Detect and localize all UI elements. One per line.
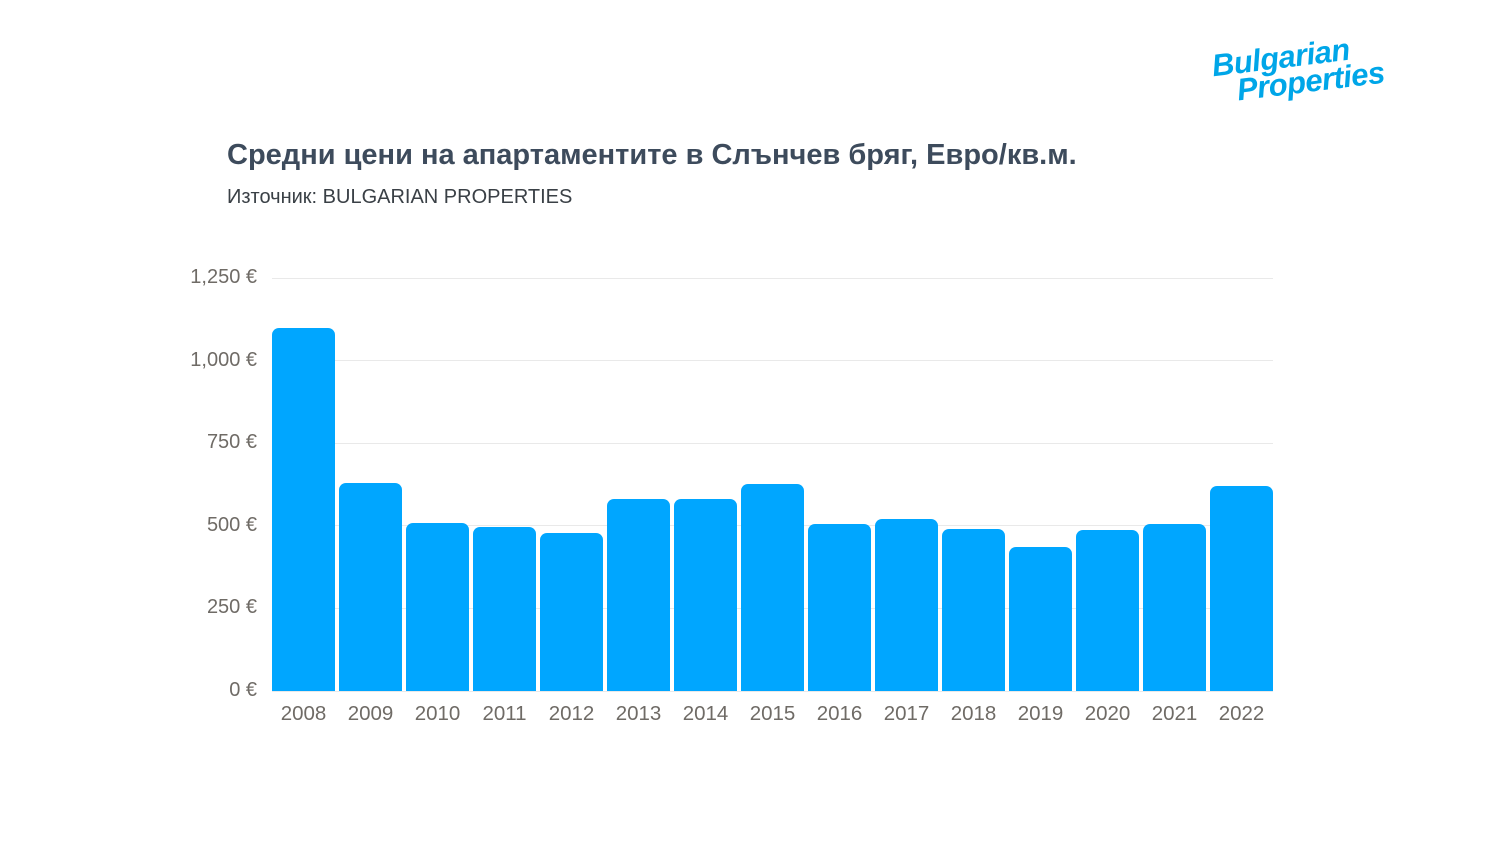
bar-2014: [674, 498, 737, 691]
x-tick-label-2011: 2011: [482, 702, 527, 725]
plot-area: [272, 277, 1273, 692]
x-tick-label-2008: 2008: [280, 702, 327, 725]
bar-2017: [875, 519, 938, 691]
bar-2008: [272, 327, 335, 691]
x-tick-label-2018: 2018: [950, 702, 997, 725]
bar-2011: [473, 527, 536, 691]
x-tick-label-2021: 2021: [1151, 702, 1198, 725]
bar-2020: [1076, 529, 1139, 691]
bar-2021: [1143, 523, 1206, 691]
gridline-750: [272, 442, 1273, 444]
y-tick-label-1000: 1,000 €: [190, 348, 257, 371]
bar-2010: [406, 523, 469, 691]
bar-2009: [339, 482, 402, 691]
bar-2019: [1009, 547, 1072, 691]
bar-2013: [607, 499, 670, 691]
x-tick-label-2019: 2019: [1017, 702, 1064, 725]
gridline-0: [272, 690, 1273, 692]
bar-2012: [540, 533, 603, 691]
gridline-1000: [272, 360, 1273, 362]
gridline-1250: [272, 277, 1273, 279]
y-tick-label-250: 250 €: [206, 596, 257, 619]
x-tick-label-2012: 2012: [548, 702, 595, 725]
y-tick-label-0: 0 €: [229, 679, 257, 701]
bar-2022: [1210, 486, 1273, 691]
x-tick-label-2016: 2016: [816, 702, 863, 725]
y-tick-label-750: 750 €: [206, 431, 257, 454]
x-axis: 2008 2009 2010 2011 2012 2013 2014 2015 2016 2017…: [272, 702, 1273, 726]
y-tick-label-500: 500 €: [206, 513, 257, 536]
bar-2016: [808, 524, 871, 691]
bar-2015: [741, 483, 804, 691]
x-tick-label-2013: 2013: [615, 702, 662, 725]
x-tick-label-2020: 2020: [1084, 702, 1131, 725]
x-tick-label-2014: 2014: [682, 702, 729, 725]
bar-2018: [942, 529, 1005, 691]
x-tick-label-2022: 2022: [1218, 702, 1265, 725]
chart-title: Средни цени на апартаментите в Слънчев б…: [227, 139, 1077, 171]
y-tick-label-1250: 1,250 €: [190, 266, 257, 288]
x-tick-label-2015: 2015: [749, 702, 796, 725]
bar-series: [272, 278, 1273, 691]
x-tick-label-2017: 2017: [883, 702, 930, 725]
x-tick-label-2009: 2009: [347, 702, 394, 725]
chart-source: Източник: BULGARIAN PROPERTIES: [227, 186, 573, 208]
bulgarian-properties-logo: Bulgarian Properties: [1210, 32, 1387, 108]
x-tick-label-2010: 2010: [414, 702, 461, 725]
